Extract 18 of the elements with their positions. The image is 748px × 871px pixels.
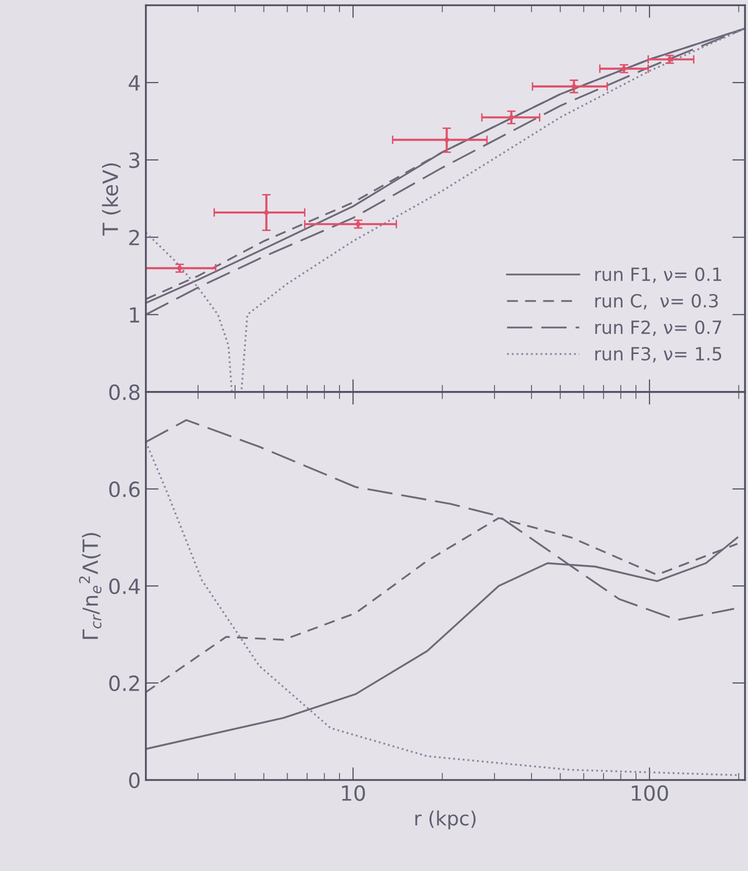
- y-axis-title: T (keV): [102, 163, 121, 236]
- y-tick-label: 4: [128, 75, 140, 90]
- legend-label: run F3, ν= 1.5: [595, 346, 722, 362]
- y-tick-label: 0.4: [109, 578, 140, 594]
- y-tick-label: 3: [129, 152, 140, 168]
- x-tick-label: 10: [342, 785, 365, 801]
- x-axis-title: r (kpc): [415, 810, 476, 830]
- y-tick-label: 0: [129, 772, 140, 788]
- legend-label: run C, ν= 0.3: [595, 294, 718, 310]
- legend-label: run F2, ν= 0.7: [595, 320, 722, 336]
- y-tick-label: 1: [130, 307, 140, 323]
- y-tick-label: 0.2: [109, 675, 139, 692]
- y-axis-title: Γ$_{cr}$/n$_{e}$$^{2}$Λ(T): [79, 533, 102, 639]
- legend-label: run F1, ν= 0.1: [595, 267, 722, 283]
- y-tick-label: 0.6: [109, 481, 140, 498]
- x-tick-label: 100: [632, 785, 668, 801]
- y-tick-label: 2: [129, 230, 139, 246]
- y-tick-label: 0.8: [109, 384, 140, 400]
